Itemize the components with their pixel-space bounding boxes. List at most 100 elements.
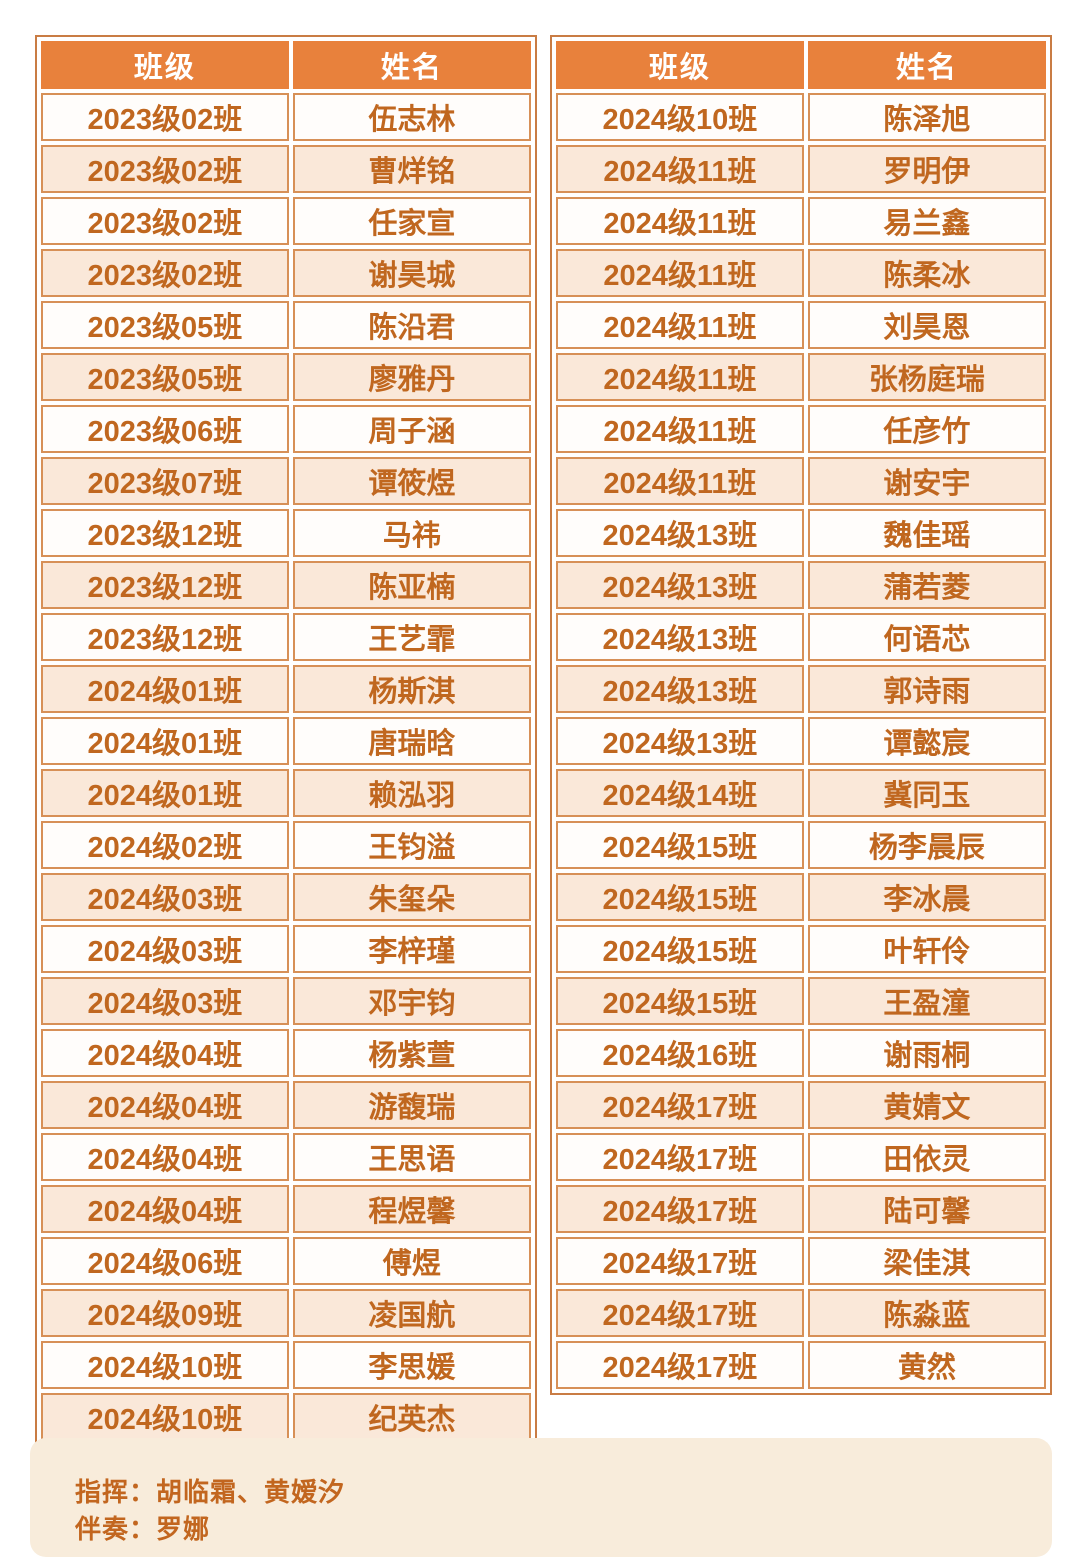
name-cell: 李梓瑾: [292, 925, 531, 973]
name-cell: 黄婧文: [807, 1081, 1046, 1129]
name-cell: 郭诗雨: [807, 665, 1046, 713]
table-row: 2024级04班 游馥瑞: [41, 1081, 531, 1129]
class-cell: 2024级11班: [556, 249, 804, 297]
class-cell: 2024级10班: [556, 93, 804, 141]
table-row: 2023级02班 谢昊城: [41, 249, 531, 297]
name-cell: 任家宣: [292, 197, 531, 245]
class-cell: 2024级10班: [41, 1341, 289, 1389]
table-row: 2023级05班 廖雅丹: [41, 353, 531, 401]
table-row: 2024级04班 杨紫萱: [41, 1029, 531, 1077]
name-cell: 谭懿宸: [807, 717, 1046, 765]
name-cell: 唐瑞晗: [292, 717, 531, 765]
column-header-name: 姓名: [292, 41, 531, 89]
name-cell: 谢昊城: [292, 249, 531, 297]
class-cell: 2024级11班: [556, 405, 804, 453]
class-cell: 2024级10班: [41, 1393, 289, 1441]
class-cell: 2024级11班: [556, 301, 804, 349]
name-cell: 王钧溢: [292, 821, 531, 869]
name-cell: 谭筱煜: [292, 457, 531, 505]
class-cell: 2024级03班: [41, 925, 289, 973]
name-cell: 王盈潼: [807, 977, 1046, 1025]
class-cell: 2024级17班: [556, 1237, 804, 1285]
table-row: 2023级06班 周子涵: [41, 405, 531, 453]
table-row: 2024级03班 朱玺朵: [41, 873, 531, 921]
name-cell: 陈亚楠: [292, 561, 531, 609]
column-header-class: 班级: [41, 41, 289, 89]
table-row: 2024级11班 刘昊恩: [556, 301, 1046, 349]
table-row: 2023级02班 伍志林: [41, 93, 531, 141]
class-cell: 2024级13班: [556, 613, 804, 661]
class-cell: 2024级13班: [556, 665, 804, 713]
class-cell: 2024级17班: [556, 1341, 804, 1389]
table-row: 2024级10班 陈泽旭: [556, 93, 1046, 141]
class-cell: 2024级13班: [556, 509, 804, 557]
name-cell: 叶轩伶: [807, 925, 1046, 973]
name-cell: 李思媛: [292, 1341, 531, 1389]
name-cell: 曹烊铭: [292, 145, 531, 193]
table-row: 2024级11班 罗明伊: [556, 145, 1046, 193]
class-cell: 2023级02班: [41, 197, 289, 245]
name-cell: 王艺霏: [292, 613, 531, 661]
name-cell: 魏佳瑶: [807, 509, 1046, 557]
class-cell: 2024级15班: [556, 977, 804, 1025]
class-cell: 2023级06班: [41, 405, 289, 453]
class-cell: 2024级09班: [41, 1289, 289, 1337]
class-cell: 2024级04班: [41, 1185, 289, 1233]
table-row: 2024级15班 王盈潼: [556, 977, 1046, 1025]
class-cell: 2023级05班: [41, 301, 289, 349]
table-row: 2023级02班 任家宣: [41, 197, 531, 245]
name-cell: 赖泓羽: [292, 769, 531, 817]
name-cell: 何语芯: [807, 613, 1046, 661]
name-cell: 田依灵: [807, 1133, 1046, 1181]
name-cell: 任彦竹: [807, 405, 1046, 453]
class-cell: 2024级16班: [556, 1029, 804, 1077]
header-row: 班级 姓名: [41, 41, 531, 89]
name-cell: 傅煜: [292, 1237, 531, 1285]
name-cell: 张杨庭瑞: [807, 353, 1046, 401]
name-cell: 马祎: [292, 509, 531, 557]
name-cell: 程煜馨: [292, 1185, 531, 1233]
name-cell: 游馥瑞: [292, 1081, 531, 1129]
class-cell: 2023级02班: [41, 145, 289, 193]
table-row: 2024级13班 蒲若菱: [556, 561, 1046, 609]
class-cell: 2024级11班: [556, 197, 804, 245]
table-row: 2024级09班 凌国航: [41, 1289, 531, 1337]
table-row: 2024级13班 何语芯: [556, 613, 1046, 661]
name-cell: 刘昊恩: [807, 301, 1046, 349]
name-cell: 冀同玉: [807, 769, 1046, 817]
table-row: 2024级14班 冀同玉: [556, 769, 1046, 817]
name-cell: 谢安宇: [807, 457, 1046, 505]
name-cell: 杨紫萱: [292, 1029, 531, 1077]
class-cell: 2024级11班: [556, 457, 804, 505]
class-cell: 2024级13班: [556, 717, 804, 765]
class-cell: 2024级03班: [41, 977, 289, 1025]
footer-panel: 指挥：胡临霜、黄嫒汐 伴奏：罗娜: [30, 1438, 1052, 1557]
table-row: 2024级03班 李梓瑾: [41, 925, 531, 973]
name-cell: 纪英杰: [292, 1393, 531, 1441]
table-row: 2024级15班 李冰晨: [556, 873, 1046, 921]
roster-tables-container: 班级 姓名 2023级02班 伍志林 2023级02班 曹烊铭 2023级02班 任家宣 2…: [35, 35, 1052, 1447]
class-cell: 2023级05班: [41, 353, 289, 401]
class-cell: 2024级01班: [41, 665, 289, 713]
roster-table-right: 班级 姓名 2024级10班 陈泽旭 2024级11班 罗明伊 2024级11班 易兰鑫 2…: [550, 35, 1052, 1395]
class-cell: 2024级13班: [556, 561, 804, 609]
table-row: 2023级12班 马祎: [41, 509, 531, 557]
name-cell: 王思语: [292, 1133, 531, 1181]
class-cell: 2024级17班: [556, 1185, 804, 1233]
table-row: 2024级17班 黄然: [556, 1341, 1046, 1389]
table-row: 2024级01班 赖泓羽: [41, 769, 531, 817]
class-cell: 2023级12班: [41, 613, 289, 661]
table-row: 2024级04班 王思语: [41, 1133, 531, 1181]
name-cell: 周子涵: [292, 405, 531, 453]
class-cell: 2024级04班: [41, 1081, 289, 1129]
class-cell: 2024级11班: [556, 145, 804, 193]
table-row: 2024级03班 邓宇钧: [41, 977, 531, 1025]
class-cell: 2024级01班: [41, 717, 289, 765]
class-cell: 2024级15班: [556, 925, 804, 973]
class-cell: 2024级06班: [41, 1237, 289, 1285]
column-header-name: 姓名: [807, 41, 1046, 89]
name-cell: 梁佳淇: [807, 1237, 1046, 1285]
table-row: 2024级01班 杨斯淇: [41, 665, 531, 713]
roster-table-left: 班级 姓名 2023级02班 伍志林 2023级02班 曹烊铭 2023级02班 任家宣 2…: [35, 35, 537, 1447]
table-row: 2024级10班 纪英杰: [41, 1393, 531, 1441]
